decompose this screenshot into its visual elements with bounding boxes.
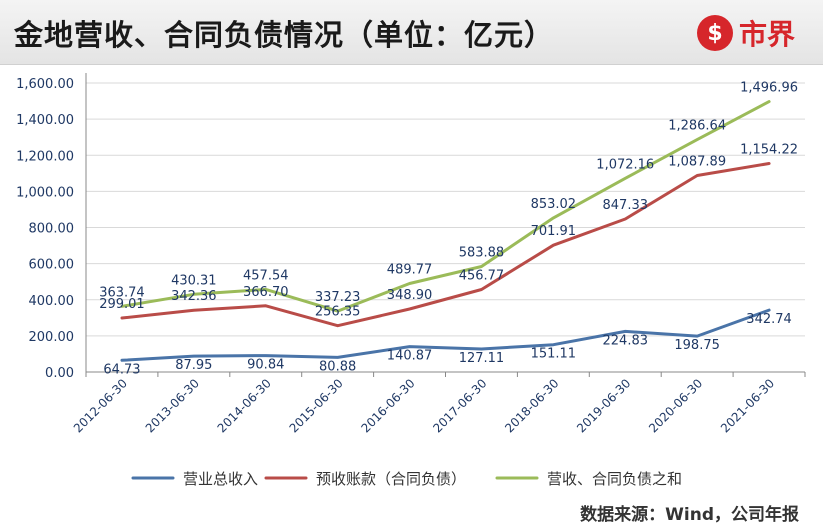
data-label: 140.87	[387, 349, 433, 364]
data-label: 64.73	[103, 362, 140, 377]
data-label: 583.88	[459, 246, 505, 261]
legend-label: 预收账款（合同负债）	[316, 470, 466, 488]
data-label: 151.11	[531, 347, 577, 362]
y-tick-label: 400.00	[29, 294, 75, 309]
data-label: 847.33	[603, 198, 649, 213]
y-tick-label: 1,000.00	[16, 185, 74, 200]
data-label: 80.88	[319, 359, 356, 374]
data-label: 1,087.89	[668, 154, 726, 169]
legend-label: 营业总收入	[183, 470, 258, 488]
data-label: 348.90	[387, 288, 433, 303]
y-tick-label: 200.00	[29, 330, 75, 345]
data-label: 457.54	[243, 268, 289, 283]
x-tick-label: 2019-06-30	[574, 376, 633, 435]
y-tick-label: 1,600.00	[16, 77, 74, 92]
x-tick-label: 2014-06-30	[215, 376, 274, 435]
dollar-icon: $	[696, 15, 733, 51]
data-label: 90.84	[247, 358, 284, 373]
data-label: 366.70	[243, 285, 289, 300]
x-tick-label: 2017-06-30	[430, 376, 489, 435]
data-label: 1,286.64	[668, 119, 726, 134]
data-label: 430.31	[171, 273, 217, 288]
x-tick-label: 2015-06-30	[287, 376, 346, 435]
data-label: 701.91	[531, 224, 577, 239]
x-tick-label: 2012-06-30	[71, 376, 130, 435]
data-label: 456.77	[459, 268, 505, 283]
data-label: 198.75	[674, 338, 720, 353]
brand-logo: $ 市界	[696, 14, 795, 52]
data-label: 224.83	[603, 333, 649, 348]
y-tick-label: 800.00	[29, 222, 75, 237]
data-label: 342.36	[171, 289, 217, 304]
x-tick-label: 2013-06-30	[143, 376, 202, 435]
data-label: 1,072.16	[596, 157, 654, 172]
x-tick-label: 2021-06-30	[718, 376, 777, 435]
y-tick-label: 1,400.00	[16, 113, 74, 128]
data-label: 853.02	[531, 197, 577, 212]
data-label: 342.74	[746, 312, 792, 327]
x-tick-label: 2016-06-30	[358, 376, 417, 435]
legend-label: 营收、合同负债之和	[547, 470, 682, 488]
x-tick-label: 2018-06-30	[502, 376, 561, 435]
source-note: 数据来源：Wind，公司年报	[580, 505, 799, 525]
data-label: 1,154.22	[740, 143, 798, 158]
series-line-3	[120, 100, 771, 313]
data-label: 256.35	[315, 305, 361, 320]
data-label: 337.23	[315, 290, 361, 305]
data-label: 87.95	[175, 358, 212, 373]
data-label: 127.11	[459, 351, 505, 366]
y-tick-label: 0.00	[45, 366, 74, 381]
x-tick-label: 2020-06-30	[646, 376, 705, 435]
y-tick-label: 600.00	[29, 258, 75, 273]
series-line-1	[120, 308, 771, 362]
data-label: 1,496.96	[740, 81, 798, 96]
data-label: 299.01	[99, 297, 145, 312]
data-label: 489.77	[387, 263, 433, 278]
logo-text: 市界	[738, 18, 795, 51]
line-chart: 0.00 200.00 400.00 600.00 800.00 1,000.00 1,20…	[16, 73, 806, 488]
series-line-2	[120, 162, 771, 328]
title-bar: 金地营收、合同负债情况（单位：亿元） $ 市界	[0, 0, 823, 65]
page-title: 金地营收、合同负债情况（单位：亿元）	[14, 18, 555, 52]
data-label: 363.74	[99, 285, 145, 300]
y-tick-label: 1,200.00	[16, 149, 74, 164]
